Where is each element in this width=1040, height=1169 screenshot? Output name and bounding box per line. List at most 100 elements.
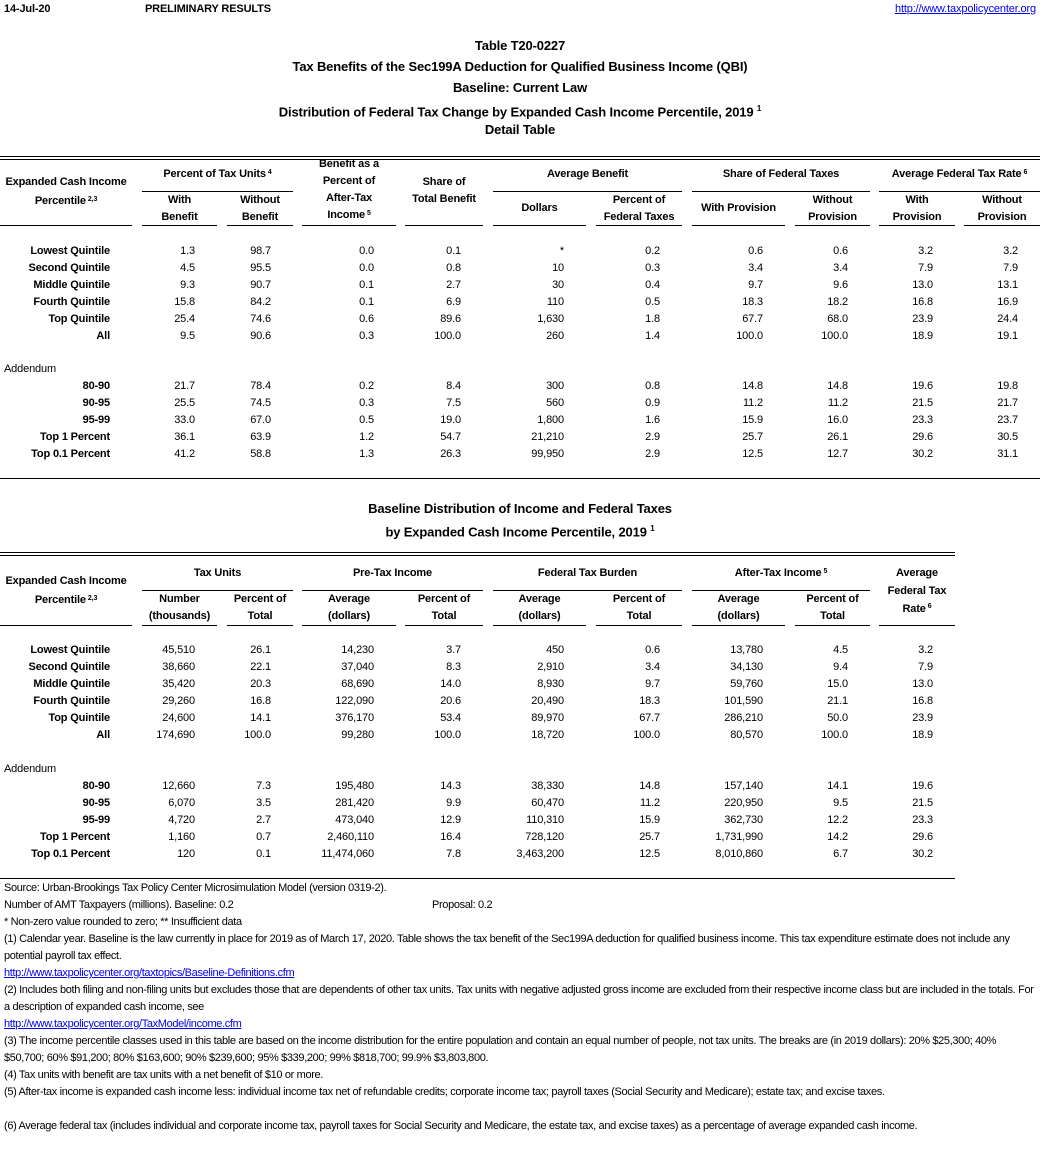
table-cell: 67.7 [639, 712, 660, 724]
table-cell: 0.0 [359, 262, 374, 274]
table-cell: 110,310 [526, 814, 564, 826]
table-cell: 195,480 [335, 780, 374, 792]
income-definition-link[interactable]: http://www.taxpolicycenter.org/TaxModel/… [4, 1018, 242, 1030]
header-underline [0, 625, 132, 626]
table-cell: 26.1 [250, 644, 271, 656]
table-cell: 14,230 [341, 644, 374, 656]
table-cell: 14.8 [639, 780, 660, 792]
col-header-units-pct: Percent of Total [233, 593, 287, 622]
footnote-5: (5) After-tax income is expanded cash in… [4, 1086, 885, 1098]
table-cell: 174,690 [156, 729, 195, 741]
row-label: 80-90 [82, 380, 111, 392]
col-header-fed-avg: Average (dollars) [518, 593, 561, 622]
table-cell: 1.3 [359, 448, 374, 460]
table-cell: 16.8 [912, 296, 933, 308]
report-date: 14-Jul-20 [4, 3, 51, 15]
table-cell: 2,910 [537, 661, 564, 673]
table-cell: 1.4 [645, 330, 660, 342]
table-cell: 25.4 [174, 313, 195, 325]
table-cell: 23.9 [912, 712, 933, 724]
table-cell: 560 [546, 397, 564, 409]
table-top-rule [0, 552, 955, 556]
table-cell: 3.4 [833, 262, 848, 274]
table-cell: 89.6 [440, 313, 461, 325]
distribution-title: Distribution of Federal Tax Change by Ex… [278, 104, 762, 120]
table-cell: 260 [546, 330, 564, 342]
group-header-pct-tax-units: Percent of Tax Units 4 [163, 168, 272, 180]
table-cell: 67.7 [742, 313, 763, 325]
table-cell: 3.4 [645, 661, 660, 673]
footnote-6: (6) Average federal tax (includes indivi… [4, 1120, 918, 1132]
table-cell: 98.7 [250, 245, 271, 257]
table-cell: 12.2 [827, 814, 848, 826]
table-cell: 30.2 [912, 448, 933, 460]
footnote-1: (1) Calendar year. Baseline is the law c… [4, 933, 1010, 962]
table-cell: 84.2 [250, 296, 271, 308]
table-cell: 4.5 [180, 262, 195, 274]
table-cell: 13.0 [912, 279, 933, 291]
table-cell: 1,800 [537, 414, 564, 426]
table-cell: 100.0 [821, 729, 848, 741]
table-cell: 6.9 [446, 296, 461, 308]
table-cell: 4.5 [833, 644, 848, 656]
table-cell: 362,730 [724, 814, 763, 826]
table-cell: 34,130 [730, 661, 763, 673]
row-label: Middle Quintile [33, 678, 110, 690]
table-cell: 3.2 [1003, 245, 1018, 257]
table-cell: 0.6 [645, 644, 660, 656]
header-underline [493, 625, 586, 626]
table-cell: 30 [552, 279, 564, 291]
row-label: Fourth Quintile [33, 296, 110, 308]
table-cell: 0.3 [645, 262, 660, 274]
row-label: Top Quintile [48, 313, 110, 325]
table-cell: 20.6 [440, 695, 461, 707]
table-cell: 7.3 [256, 780, 271, 792]
table-cell: 100.0 [434, 729, 461, 741]
col-header-aftertax-avg: Average (dollars) [717, 593, 760, 622]
table-cell: 8.3 [446, 661, 461, 673]
row-label: Top 0.1 Percent [31, 448, 110, 460]
table-cell: 16.8 [250, 695, 271, 707]
addendum-label: Addendum [4, 763, 57, 775]
header-underline [493, 225, 586, 226]
table-cell: 67.0 [250, 414, 271, 426]
table-cell: 90.7 [250, 279, 271, 291]
group-header-aftertax-income: After-Tax Income 5 [734, 567, 828, 579]
amt-note: Number of AMT Taxpayers (millions). Base… [4, 899, 493, 911]
table-cell: 473,040 [335, 814, 374, 826]
table-cell: 18.9 [912, 330, 933, 342]
table-cell: 100.0 [736, 330, 763, 342]
table-cell: 60,470 [531, 797, 564, 809]
table-cell: 23.3 [912, 414, 933, 426]
table-cell: 9.7 [748, 279, 763, 291]
table-cell: 12.9 [440, 814, 461, 826]
col-header-rate-without-provision: Without Provision [977, 194, 1027, 223]
legend-note: * Non-zero value rounded to zero; ** Ins… [4, 916, 242, 928]
header-underline [692, 625, 785, 626]
table-cell: 36.1 [174, 431, 195, 443]
table-cell: 38,330 [531, 780, 564, 792]
tpc-link[interactable]: http://www.taxpolicycenter.org [894, 3, 1036, 15]
col-header-percentile: Expanded Cash Income Percentile 2,3 [5, 575, 127, 606]
table-cell: 0.9 [645, 397, 660, 409]
table-cell: 0.1 [256, 848, 271, 860]
table-cell: 2,460,110 [327, 831, 374, 843]
row-label: Top 1 Percent [40, 831, 110, 843]
table-cell: 13.1 [997, 279, 1018, 291]
detail-title: Detail Table [484, 122, 556, 137]
header-underline [302, 225, 396, 226]
table-cell: 16.0 [827, 414, 848, 426]
table-cell: 0.5 [359, 414, 374, 426]
table-cell: 16.8 [912, 695, 933, 707]
col-header-dollars: Dollars [521, 202, 558, 214]
table-title: Tax Benefits of the Sec199A Deduction fo… [292, 59, 748, 74]
footnote-3: (3) The income percentile classes used i… [4, 1035, 997, 1064]
baseline-definitions-link[interactable]: http://www.taxpolicycenter.org/taxtopics… [4, 967, 295, 979]
row-label: 95-99 [82, 814, 111, 826]
table-cell: 11.2 [743, 397, 763, 409]
table-cell: 12.5 [742, 448, 763, 460]
table-cell: 8,930 [537, 678, 564, 690]
header-underline [964, 225, 1040, 226]
table-cell: 14.1 [250, 712, 271, 724]
col-header-share-total-benefit: Share of Total Benefit [412, 176, 476, 205]
